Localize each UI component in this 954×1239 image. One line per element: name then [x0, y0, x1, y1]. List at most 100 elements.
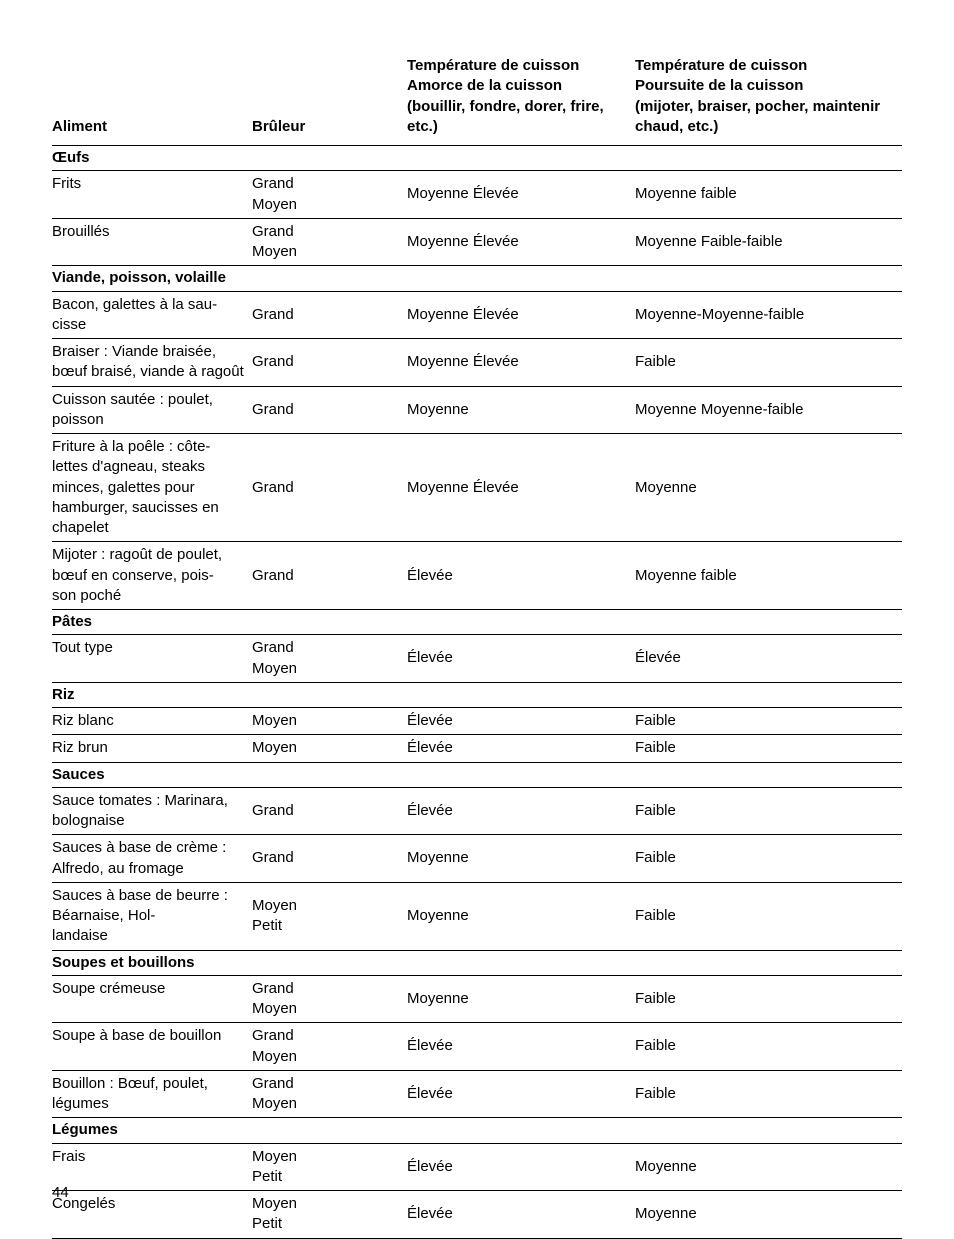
- amorce-cell: Moyenne Élevée: [407, 339, 635, 387]
- bruleur-cell: GrandMoyen: [252, 635, 407, 683]
- poursuite-cell: Moyenne-Moyenne-faible: [635, 291, 902, 339]
- section-title-cell: Viande, poisson, volaille: [52, 266, 902, 291]
- poursuite-cell: Moyenne faible: [635, 171, 902, 219]
- amorce-cell: Élevée: [407, 735, 635, 762]
- header-poursuite-l2: Poursuite de la cuisson: [635, 77, 803, 94]
- section-title-cell: Pâtes: [52, 610, 902, 635]
- table-header-row: Aliment Brûleur Température de cuisson A…: [52, 56, 902, 146]
- aliment-cell: Bacon, galettes à la sau-cisse: [52, 291, 252, 339]
- header-amorce: Température de cuisson Amorce de la cuis…: [407, 56, 635, 146]
- table-row: Sauces à base de crème : Alfredo, au fro…: [52, 835, 902, 883]
- amorce-cell: Moyenne: [407, 835, 635, 883]
- bruleur-cell: Grand: [252, 542, 407, 610]
- header-aliment: Aliment: [52, 56, 252, 146]
- table-row: Friture à la poêle : côte-lettes d'agnea…: [52, 434, 902, 542]
- poursuite-cell: Faible: [635, 835, 902, 883]
- amorce-cell: Moyenne Élevée: [407, 291, 635, 339]
- poursuite-cell: Faible: [635, 787, 902, 835]
- section-header-row: Riz: [52, 682, 902, 707]
- aliment-cell: Frits: [52, 171, 252, 219]
- header-poursuite: Température de cuisson Poursuite de la c…: [635, 56, 902, 146]
- poursuite-cell: Moyenne Faible-faible: [635, 218, 902, 266]
- poursuite-cell: Moyenne faible: [635, 542, 902, 610]
- aliment-cell: Sauce tomates : Marinara, bolognaise: [52, 787, 252, 835]
- poursuite-cell: Faible: [635, 708, 902, 735]
- table-row: Bacon, galettes à la sau-cisseGrandMoyen…: [52, 291, 902, 339]
- aliment-cell: Riz blanc: [52, 708, 252, 735]
- header-amorce-l2: Amorce de la cuisson: [407, 77, 562, 94]
- header-poursuite-l3: (mijoter, braiser, pocher, maintenir cha…: [635, 98, 880, 135]
- header-amorce-l3: (bouillir, fondre, dorer, frire, etc.): [407, 98, 604, 135]
- table-row: Soupe à base de bouillonGrandMoyenÉlevée…: [52, 1023, 902, 1071]
- section-title-cell: Légumes: [52, 1118, 902, 1143]
- section-header-row: Légumes: [52, 1118, 902, 1143]
- poursuite-cell: Moyenne: [635, 1191, 902, 1239]
- aliment-cell: Riz brun: [52, 735, 252, 762]
- table-row: CongelésMoyenPetitÉlevéeMoyenne: [52, 1191, 902, 1239]
- poursuite-cell: Élevée: [635, 635, 902, 683]
- aliment-cell: Friture à la poêle : côte-lettes d'agnea…: [52, 434, 252, 542]
- aliment-cell: Bouillon : Bœuf, poulet, légumes: [52, 1070, 252, 1118]
- bruleur-cell: MoyenPetit: [252, 1191, 407, 1239]
- table-row: Riz blancMoyenÉlevéeFaible: [52, 708, 902, 735]
- header-aliment-label: Aliment: [52, 118, 107, 135]
- bruleur-cell: Grand: [252, 434, 407, 542]
- poursuite-cell: Faible: [635, 735, 902, 762]
- table-row: FritsGrandMoyenMoyenne ÉlevéeMoyenne fai…: [52, 171, 902, 219]
- amorce-cell: Élevée: [407, 1070, 635, 1118]
- amorce-cell: Élevée: [407, 635, 635, 683]
- amorce-cell: Moyenne: [407, 386, 635, 434]
- aliment-cell: Sauces à base de crème : Alfredo, au fro…: [52, 835, 252, 883]
- bruleur-cell: GrandMoyen: [252, 218, 407, 266]
- table-row: Braiser : Viande braisée, bœuf braisé, v…: [52, 339, 902, 387]
- amorce-cell: Élevée: [407, 787, 635, 835]
- aliment-cell: Soupe crémeuse: [52, 975, 252, 1023]
- aliment-cell: Sauces à base de beurre : Béarnaise, Hol…: [52, 882, 252, 950]
- poursuite-cell: Moyenne: [635, 1143, 902, 1191]
- header-bruleur: Brûleur: [252, 56, 407, 146]
- amorce-cell: Élevée: [407, 708, 635, 735]
- aliment-cell: Brouillés: [52, 218, 252, 266]
- section-title-cell: Sauces: [52, 762, 902, 787]
- document-page: Aliment Brûleur Température de cuisson A…: [0, 0, 954, 1235]
- aliment-cell: Tout type: [52, 635, 252, 683]
- header-poursuite-l1: Température de cuisson: [635, 57, 807, 74]
- amorce-cell: Moyenne: [407, 975, 635, 1023]
- bruleur-cell: MoyenPetit: [252, 882, 407, 950]
- bruleur-cell: Grand: [252, 386, 407, 434]
- amorce-cell: Moyenne Élevée: [407, 171, 635, 219]
- section-title-cell: Œufs: [52, 146, 902, 171]
- poursuite-cell: Moyenne: [635, 434, 902, 542]
- bruleur-cell: Moyen: [252, 708, 407, 735]
- aliment-cell: Braiser : Viande braisée, bœuf braisé, v…: [52, 339, 252, 387]
- aliment-cell: Mijoter : ragoût de poulet, bœuf en cons…: [52, 542, 252, 610]
- amorce-cell: Moyenne: [407, 882, 635, 950]
- table-row: Sauce tomates : Marinara, bolognaiseGran…: [52, 787, 902, 835]
- poursuite-cell: Faible: [635, 1070, 902, 1118]
- poursuite-cell: Faible: [635, 1023, 902, 1071]
- header-amorce-l1: Température de cuisson: [407, 57, 579, 74]
- bruleur-cell: Grand: [252, 835, 407, 883]
- aliment-cell: Soupe à base de bouillon: [52, 1023, 252, 1071]
- poursuite-cell: Faible: [635, 882, 902, 950]
- section-header-row: Viande, poisson, volaille: [52, 266, 902, 291]
- section-header-row: Pâtes: [52, 610, 902, 635]
- poursuite-cell: Faible: [635, 975, 902, 1023]
- table-row: BrouillésGrandMoyenMoyenne ÉlevéeMoyenne…: [52, 218, 902, 266]
- amorce-cell: Élevée: [407, 1023, 635, 1071]
- aliment-cell: Frais: [52, 1143, 252, 1191]
- bruleur-cell: Grand: [252, 291, 407, 339]
- bruleur-cell: Grand: [252, 787, 407, 835]
- section-title-cell: Soupes et bouillons: [52, 950, 902, 975]
- header-bruleur-label: Brûleur: [252, 118, 305, 135]
- section-title-cell: Riz: [52, 682, 902, 707]
- table-row: Soupe crémeuseGrandMoyenMoyenneFaible: [52, 975, 902, 1023]
- page-number: 44: [52, 1184, 69, 1201]
- table-body: ŒufsFritsGrandMoyenMoyenne ÉlevéeMoyenne…: [52, 146, 902, 1239]
- bruleur-cell: GrandMoyen: [252, 975, 407, 1023]
- bruleur-cell: MoyenPetit: [252, 1143, 407, 1191]
- amorce-cell: Élevée: [407, 542, 635, 610]
- table-row: FraisMoyenPetitÉlevéeMoyenne: [52, 1143, 902, 1191]
- table-row: Sauces à base de beurre : Béarnaise, Hol…: [52, 882, 902, 950]
- section-header-row: Sauces: [52, 762, 902, 787]
